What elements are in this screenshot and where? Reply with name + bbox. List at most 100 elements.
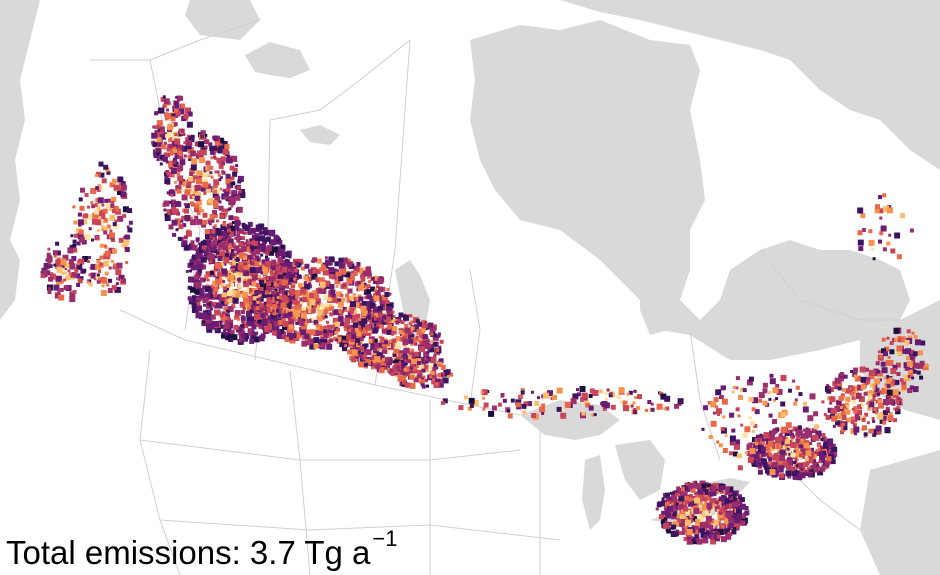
emission-cell [303,275,309,281]
emission-cell [328,305,334,311]
emission-cell [628,390,633,395]
emission-cell [823,413,827,417]
emission-cell [872,394,876,398]
emission-cell [609,392,613,396]
emission-cell [799,441,803,445]
emission-cell [699,528,705,533]
emission-cell [212,151,216,155]
emission-cell [300,324,307,331]
emission-cell [360,346,365,351]
emission-cell [435,382,439,386]
emission-cell [194,207,199,213]
emission-cell [330,289,336,295]
border-on-qc [689,329,721,461]
emission-cell [817,469,824,476]
emission-cell [238,261,244,267]
emission-cell [874,208,880,214]
emission-cell [228,270,231,274]
emission-cell [365,315,369,319]
emission-cell [432,377,436,381]
emission-cell [374,312,380,318]
emission-cell [351,333,357,339]
emission-cell [313,343,319,349]
emission-cell [124,247,130,252]
emission-cell [680,523,684,527]
emission-cell [868,373,875,380]
emission-cell [373,348,376,351]
emission-cell [364,343,369,348]
emission-cell [424,359,429,364]
emission-cell [419,360,426,367]
emission-cell [60,264,67,271]
emission-cell [91,238,94,242]
emission-cell [773,454,779,461]
emission-cell [106,198,111,203]
emission-cell [847,399,851,403]
emission-cell [851,395,856,400]
emission-cell [210,151,214,155]
emission-cell [422,364,429,371]
emission-cell [390,372,395,376]
emission-cell [391,332,394,336]
emission-cell [98,277,101,281]
emission-cell [846,405,850,408]
emission-cell [850,386,855,391]
emission-cell [438,378,444,384]
emission-cell [619,400,623,404]
emission-cell [731,428,736,433]
emission-cell [168,200,172,204]
emission-cell [106,203,111,209]
emission-cell [206,305,210,309]
emission-cell [334,278,341,285]
lake-michigan [582,455,605,530]
emission-cell [415,319,420,324]
emission-cell [196,153,202,159]
emission-cell [190,240,195,245]
emission-cell [228,243,232,247]
emission-cell [405,372,409,376]
emission-cell [768,397,772,401]
emission-cell [857,239,864,246]
emission-cell [181,103,185,108]
emission-cell [316,298,320,302]
emission-cell [181,215,186,220]
emission-cell [757,457,763,463]
emission-cell [488,410,495,417]
emission-cell [171,219,178,226]
emission-cell [401,332,405,336]
emission-cell [746,379,753,386]
emission-cell [746,451,752,456]
emission-cell [887,205,892,210]
emission-cell [852,399,857,404]
emission-cell [318,277,325,284]
emission-cell [165,134,170,138]
emission-cells [40,95,929,545]
emission-cell [418,357,425,363]
emission-cell [393,369,398,374]
emission-cell [207,242,211,246]
emission-cell [370,276,375,281]
emission-cell [254,261,260,267]
emission-cell [360,305,367,312]
emission-cell [308,271,312,275]
emission-cell [106,170,111,175]
emission-cell [220,156,226,162]
emission-cell [210,270,215,275]
emission-cell [853,374,858,379]
emission-cell [90,264,96,270]
emission-cell [230,319,234,323]
emission-cell [751,459,757,465]
emission-cell [885,359,892,366]
emission-cell [215,294,221,300]
emission-cell [429,375,433,379]
emission-cell [266,236,270,240]
emission-cell [271,290,278,297]
emission-cell [223,323,230,330]
emission-cell [888,377,893,382]
emission-cell [706,530,710,534]
emission-cell [882,410,888,416]
emission-cell [320,333,324,337]
emission-cell [245,239,249,243]
emission-cell [48,276,54,282]
emission-cell [370,347,374,351]
